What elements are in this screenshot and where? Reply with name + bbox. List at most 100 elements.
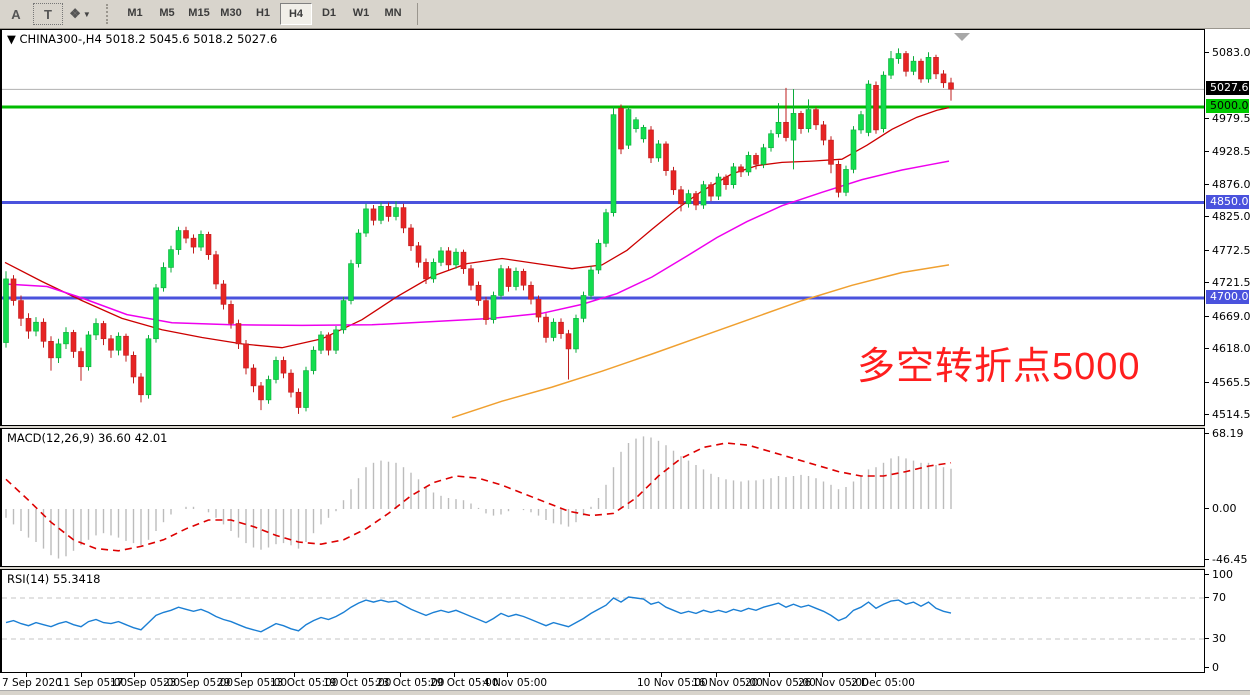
axis-tick-mark xyxy=(1205,184,1209,185)
ma-slow-orange xyxy=(451,264,950,419)
price-tick-4700.0: 4700.0 xyxy=(1206,290,1249,304)
price-tick-4928.5: 4928.5 xyxy=(1212,145,1250,158)
date-tick-mark xyxy=(507,673,508,677)
date-label: 29 Sep 05:00 xyxy=(217,677,288,689)
timeframe-button-d1[interactable]: D1 xyxy=(321,7,337,19)
price-axis[interactable]: 5083.0 5027.6 5000.0 4979.5 4928.5 4876.0 4850… xyxy=(1205,29,1250,690)
axis-tick-mark xyxy=(1205,433,1209,434)
timeframe-button-mn[interactable]: MN xyxy=(384,7,402,19)
macd-panel[interactable]: MACD(12,26,9) 36.60 42.01 xyxy=(0,429,1205,566)
shift-end-marker-icon[interactable] xyxy=(954,33,970,41)
date-label: 17 Sep 05:00 xyxy=(110,677,181,689)
text-tool-button[interactable]: T xyxy=(33,3,63,25)
chevron-down-icon: ▼ xyxy=(82,9,91,19)
axis-tick-mark xyxy=(1205,508,1209,509)
date-axis[interactable]: 7 Sep 2020 11 Sep 05:00 17 Sep 05:00 23 Sep… xyxy=(0,672,1250,691)
date-label: 7 Sep 2020 xyxy=(2,677,62,689)
rsi-tick-0: 0 xyxy=(1212,661,1219,674)
price-tick-4850.0: 4850.0 xyxy=(1206,195,1249,209)
timeframe-button-m5[interactable]: M5 xyxy=(159,7,175,19)
price-tick-4772.5: 4772.5 xyxy=(1212,244,1250,257)
macd-label: MACD(12,26,9) 36.60 42.01 xyxy=(7,431,168,445)
date-tick-mark xyxy=(26,673,27,677)
panel-resize-separator[interactable] xyxy=(0,425,1250,429)
price-tick-4721.5: 4721.5 xyxy=(1212,276,1250,289)
rsi-chart xyxy=(2,596,1204,640)
axis-tick-mark xyxy=(1205,250,1209,251)
date-tick-mark xyxy=(769,673,770,677)
date-tick-mark xyxy=(347,673,348,677)
axis-tick-mark xyxy=(1205,216,1209,217)
panel-resize-separator[interactable] xyxy=(0,566,1250,570)
axis-tick-mark xyxy=(1205,316,1209,317)
axis-tick-mark xyxy=(1205,638,1209,639)
ma-fast-red xyxy=(4,106,950,349)
window-bottom-strip xyxy=(0,690,1250,695)
price-tick-5000.0: 5000.0 xyxy=(1206,99,1249,113)
toolbar-grip[interactable] xyxy=(106,4,113,24)
date-tick-mark xyxy=(134,673,135,677)
date-label: 20 Nov 05:00 xyxy=(745,677,816,689)
macd-tick--46.45: -46.45 xyxy=(1212,553,1248,566)
date-tick-mark xyxy=(241,673,242,677)
macd-histogram xyxy=(5,436,952,559)
date-tick-mark xyxy=(716,673,717,677)
date-label: 11 Sep 05:00 xyxy=(57,677,128,689)
chart-text-annotation[interactable]: 多空转折点5000 xyxy=(857,346,1141,388)
axis-tick-mark xyxy=(1205,52,1209,53)
date-tick-mark xyxy=(81,673,82,677)
candlestick-chart[interactable] xyxy=(2,30,1204,426)
axis-tick-mark xyxy=(1205,414,1209,415)
rsi-line xyxy=(5,596,952,633)
rsi-tick-30: 30 xyxy=(1212,632,1226,645)
timeframe-button-h4[interactable]: H4 xyxy=(280,3,312,25)
timeframe-button-m1[interactable]: M1 xyxy=(127,7,143,19)
axis-tick-mark xyxy=(1205,667,1209,668)
axis-tick-mark xyxy=(1205,574,1209,575)
price-tick-4514.5: 4514.5 xyxy=(1212,408,1250,421)
date-label: 2 Dec 05:00 xyxy=(851,677,915,689)
price-tick-4565.5: 4565.5 xyxy=(1212,376,1250,389)
axis-tick-mark xyxy=(1205,559,1209,560)
price-tick-5027.6: 5027.6 xyxy=(1206,81,1249,95)
price-tick-4876.0: 4876.0 xyxy=(1212,178,1250,191)
main-chart-panel[interactable]: ▼ CHINA300-,H4 5018.2 5045.6 5018.2 5027… xyxy=(0,29,1205,426)
price-tick-4825.0: 4825.0 xyxy=(1212,210,1250,223)
candles-layer xyxy=(3,48,954,414)
date-label: 19 Oct 05:00 xyxy=(323,677,392,689)
timeframe-button-m30[interactable]: M30 xyxy=(220,7,242,19)
price-tick-4979.5: 4979.5 xyxy=(1212,112,1250,125)
macd-signal-line xyxy=(5,442,952,552)
macd-chart xyxy=(5,436,952,559)
price-tick-4669.0: 4669.0 xyxy=(1212,310,1250,323)
rsi-label: RSI(14) 55.3418 xyxy=(7,572,101,586)
timeframe-button-group: M1 M5 M15 M30 H1 H4 D1 W1 MN xyxy=(119,3,409,25)
chart-title-text: CHINA300-,H4 5018.2 5045.6 5018.2 5027.6 xyxy=(19,32,278,46)
axis-tick-mark xyxy=(1205,118,1209,119)
date-tick-mark xyxy=(454,673,455,677)
timeframe-button-m15[interactable]: M15 xyxy=(188,7,210,19)
macd-tick-68.19: 68.19 xyxy=(1212,427,1244,440)
date-label: 10 Nov 05:00 xyxy=(637,677,708,689)
date-tick-mark xyxy=(294,673,295,677)
date-label: 23 Sep 05:00 xyxy=(163,677,234,689)
date-label: 13 Oct 05:00 xyxy=(270,677,339,689)
text-label-tool-button[interactable]: A xyxy=(11,6,21,22)
axis-tick-mark xyxy=(1205,597,1209,598)
cursor-modes-icon: ❖ xyxy=(69,6,81,21)
timeframe-button-w1[interactable]: W1 xyxy=(352,7,370,19)
date-tick-mark xyxy=(822,673,823,677)
symbol-dropdown-arrow-icon[interactable]: ▼ xyxy=(7,32,16,46)
rsi-panel[interactable]: RSI(14) 55.3418 xyxy=(0,570,1205,672)
date-tick-mark xyxy=(187,673,188,677)
date-label: 29 Oct 05:00 xyxy=(430,677,499,689)
toolbar: A T ❖ ▼ M1 M5 M15 M30 H1 H4 D1 W1 MN xyxy=(0,0,1250,29)
macd-tick-0.00: 0.00 xyxy=(1212,502,1237,515)
rsi-tick-70: 70 xyxy=(1212,591,1226,604)
timeframe-button-h1[interactable]: H1 xyxy=(255,7,271,19)
rsi-tick-100: 100 xyxy=(1212,568,1233,581)
date-tick-mark xyxy=(875,673,876,677)
cursor-modes-button[interactable]: ❖ ▼ xyxy=(65,4,95,24)
axis-tick-mark xyxy=(1205,382,1209,383)
